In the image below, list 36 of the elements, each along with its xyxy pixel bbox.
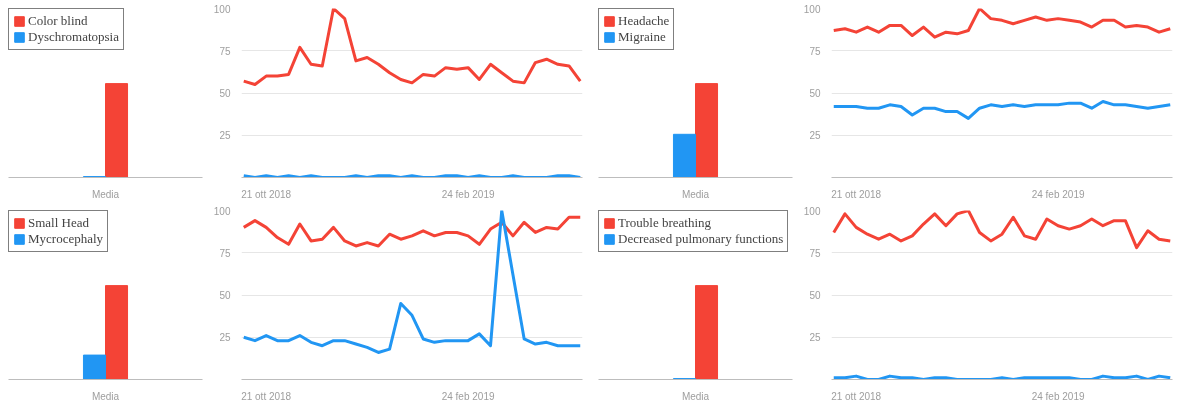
legend-label: Dyschromatopsia bbox=[28, 29, 119, 45]
x-tick-label: Media bbox=[91, 188, 120, 200]
x-tick-label: 21 ott 2018 bbox=[831, 188, 882, 200]
y-tick-label: 25 bbox=[809, 130, 821, 142]
x-tick-label: 24 feb 2019 bbox=[1031, 390, 1085, 402]
y-tick-label: 25 bbox=[809, 332, 821, 344]
x-tick-label: 24 feb 2019 bbox=[1031, 188, 1085, 200]
x-tick-label: Media bbox=[91, 390, 120, 402]
x-tick-label: 24 feb 2019 bbox=[441, 188, 495, 200]
y-tick-label: 50 bbox=[219, 290, 231, 301]
legend-label: Small Head bbox=[28, 215, 90, 231]
legend-label: Trouble breathing bbox=[618, 215, 712, 231]
y-tick-label: 25 bbox=[219, 130, 231, 142]
y-tick-label: 100 bbox=[213, 3, 231, 15]
legend-label: Migraine bbox=[618, 29, 666, 45]
y-tick-label: 50 bbox=[809, 290, 821, 301]
y-tick-label: 50 bbox=[809, 88, 821, 99]
x-tick-label: 21 ott 2018 bbox=[241, 188, 292, 200]
x-tick-label: 21 ott 2018 bbox=[241, 390, 292, 402]
legend-label: Headache bbox=[618, 13, 670, 29]
x-tick-label: 21 ott 2018 bbox=[831, 390, 882, 402]
y-tick-label: 50 bbox=[219, 88, 231, 99]
y-tick-label: 100 bbox=[213, 205, 231, 217]
x-tick-label: Media bbox=[681, 188, 710, 200]
x-tick-label: 24 feb 2019 bbox=[441, 390, 495, 402]
y-tick-label: 75 bbox=[809, 247, 821, 259]
y-tick-label: 100 bbox=[803, 205, 821, 217]
x-tick-label: Media bbox=[681, 390, 710, 402]
y-tick-label: 75 bbox=[809, 45, 821, 57]
y-tick-label: 75 bbox=[219, 247, 231, 259]
legend-label: Decreased pulmonary functions bbox=[618, 231, 784, 247]
legend-label: Mycrocephaly bbox=[28, 231, 104, 247]
y-tick-label: 75 bbox=[219, 45, 231, 57]
y-tick-label: 25 bbox=[219, 332, 231, 344]
legend-label: Color blind bbox=[28, 13, 88, 29]
y-tick-label: 100 bbox=[803, 3, 821, 15]
